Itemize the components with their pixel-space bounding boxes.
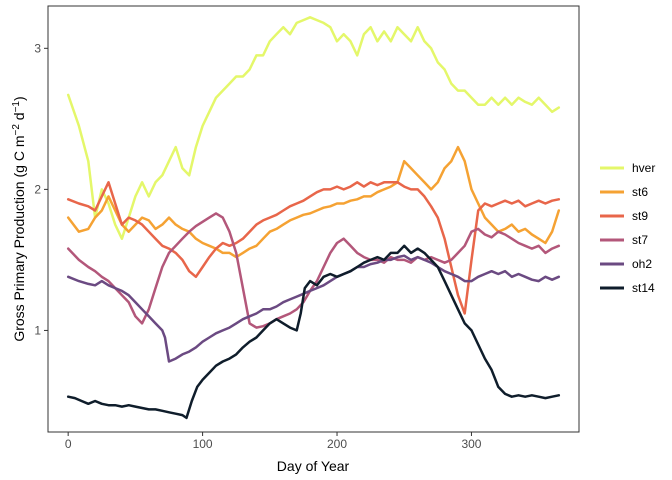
x-tick-label: 200 — [327, 437, 347, 451]
legend-label-st14: st14 — [632, 281, 655, 295]
series-layer — [66, 16, 561, 420]
legend-label-oh2: oh2 — [632, 257, 652, 271]
series-line-st7 — [66, 212, 561, 329]
y-tick-label: 1 — [34, 323, 41, 337]
x-tick-label: 300 — [461, 437, 481, 451]
y-axis-title-middle: d — [11, 112, 27, 124]
y-axis-title-end: ) — [11, 96, 27, 101]
panel-background — [48, 6, 579, 432]
x-axis-title: Day of Year — [277, 458, 350, 474]
legend-label-hver: hver — [632, 161, 655, 175]
axes-layer: 0 100 200 300 1 2 3 — [34, 41, 481, 451]
y-tick-label: 3 — [34, 41, 41, 55]
series-line-oh2 — [66, 254, 561, 363]
legend-label-st6: st6 — [632, 185, 648, 199]
series-line-st6 — [66, 145, 561, 259]
y-axis-title-main: Gross Primary Production (g C m — [11, 136, 27, 342]
series-line-st9 — [66, 181, 561, 315]
x-tick-label: 100 — [193, 437, 213, 451]
y-axis-title: Gross Primary Production (g C m−2 d−1) — [11, 96, 27, 341]
series-line-st14 — [66, 244, 561, 420]
y-tick-label: 2 — [34, 182, 41, 196]
series-line-hver — [66, 16, 561, 240]
legend-label-st9: st9 — [632, 209, 648, 223]
y-axis-title-exp1: −2 — [11, 124, 22, 136]
panel-border — [47, 5, 580, 433]
x-tick-label: 0 — [65, 437, 72, 451]
y-axis-title-exp2: −1 — [11, 101, 22, 113]
legend: hver st6 st9 st7 oh2 st14 — [600, 161, 655, 295]
legend-label-st7: st7 — [632, 233, 648, 247]
